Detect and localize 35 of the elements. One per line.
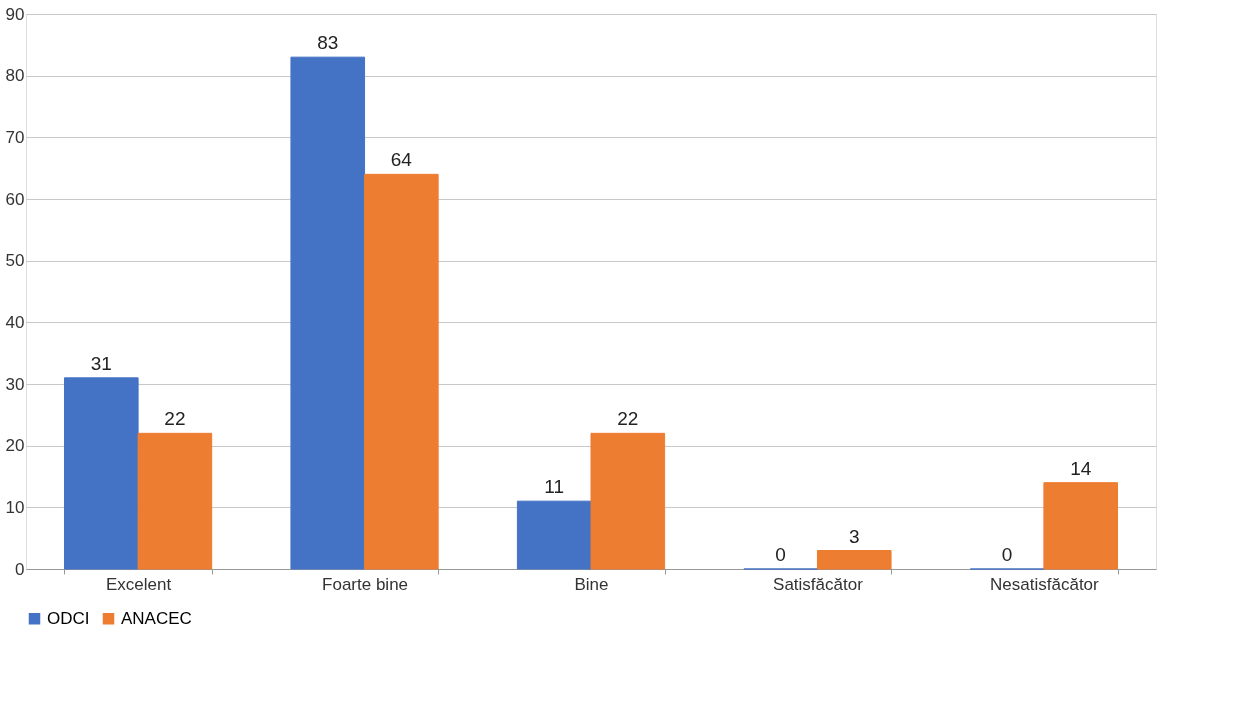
bar xyxy=(516,500,592,570)
data-label: 22 xyxy=(164,408,186,430)
y-tick-label: 20 xyxy=(5,436,25,456)
data-label: 83 xyxy=(317,32,339,54)
data-label: 0 xyxy=(1001,544,1013,565)
legend-label: ODCI xyxy=(47,608,90,628)
x-tick-label: Nesatisfăcător xyxy=(990,574,1100,594)
data-label: 64 xyxy=(390,149,413,171)
y-tick-label: 30 xyxy=(5,374,25,394)
x-tick-label: Bine xyxy=(574,574,609,594)
bar xyxy=(590,432,666,570)
x-tick-label: Foarte bine xyxy=(322,574,409,594)
bar xyxy=(816,550,892,570)
data-label: 31 xyxy=(90,352,112,374)
bar xyxy=(364,173,439,570)
y-tick-label: 50 xyxy=(5,251,25,271)
y-tick-label: 70 xyxy=(5,127,25,147)
y-tick-label: 90 xyxy=(5,4,25,24)
data-label: 22 xyxy=(617,408,639,430)
data-label: 0 xyxy=(775,544,786,565)
bar xyxy=(290,56,366,570)
y-tick-label: 10 xyxy=(5,497,25,517)
bar xyxy=(64,377,139,570)
legend-label: ANACEC xyxy=(121,608,192,628)
bar xyxy=(1043,482,1118,570)
y-tick-label: 0 xyxy=(15,559,25,579)
y-tick-label: 40 xyxy=(5,312,25,332)
data-label: 3 xyxy=(848,525,860,547)
y-tick-label: 60 xyxy=(5,189,25,209)
y-tick-label: 80 xyxy=(5,66,25,86)
data-label: 14 xyxy=(1070,457,1092,479)
bar xyxy=(137,432,213,570)
x-tick-label: Excelent xyxy=(105,574,172,594)
data-label: 11 xyxy=(544,476,565,498)
x-tick-label: Satisfăcător xyxy=(773,574,864,594)
